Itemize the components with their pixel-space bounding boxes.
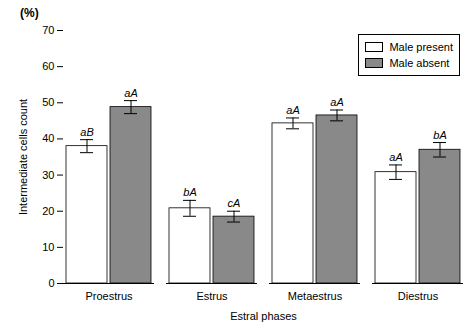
svg-text:10: 10 [42, 241, 54, 253]
svg-text:60: 60 [42, 60, 54, 72]
svg-text:Estral phases: Estral phases [230, 310, 297, 322]
svg-text:Estrus: Estrus [196, 290, 228, 302]
svg-text:30: 30 [42, 169, 54, 181]
svg-text:Diestrus: Diestrus [398, 290, 439, 302]
svg-text:50: 50 [42, 96, 54, 108]
svg-text:aB: aB [80, 126, 93, 138]
svg-text:bA: bA [433, 129, 446, 141]
html-text:Male absent: Male absent [389, 57, 450, 69]
svg-text:Proestrus: Proestrus [85, 290, 133, 302]
svg-text:aA: aA [124, 87, 137, 99]
svg-text:40: 40 [42, 132, 54, 144]
svg-text:aA: aA [330, 96, 343, 108]
svg-text:Intermediate cells count: Intermediate cells count [17, 99, 29, 215]
svg-text:70: 70 [42, 24, 54, 36]
html-text:Male present: Male present [389, 41, 453, 53]
svg-text:Metaestrus: Metaestrus [288, 290, 343, 302]
svg-text:20: 20 [42, 205, 54, 217]
svg-text:cA: cA [228, 197, 241, 209]
svg-text:bA: bA [183, 186, 196, 198]
svg-text:0: 0 [48, 277, 54, 289]
svg-text:aA: aA [286, 104, 299, 116]
svg-text:aA: aA [389, 151, 402, 163]
